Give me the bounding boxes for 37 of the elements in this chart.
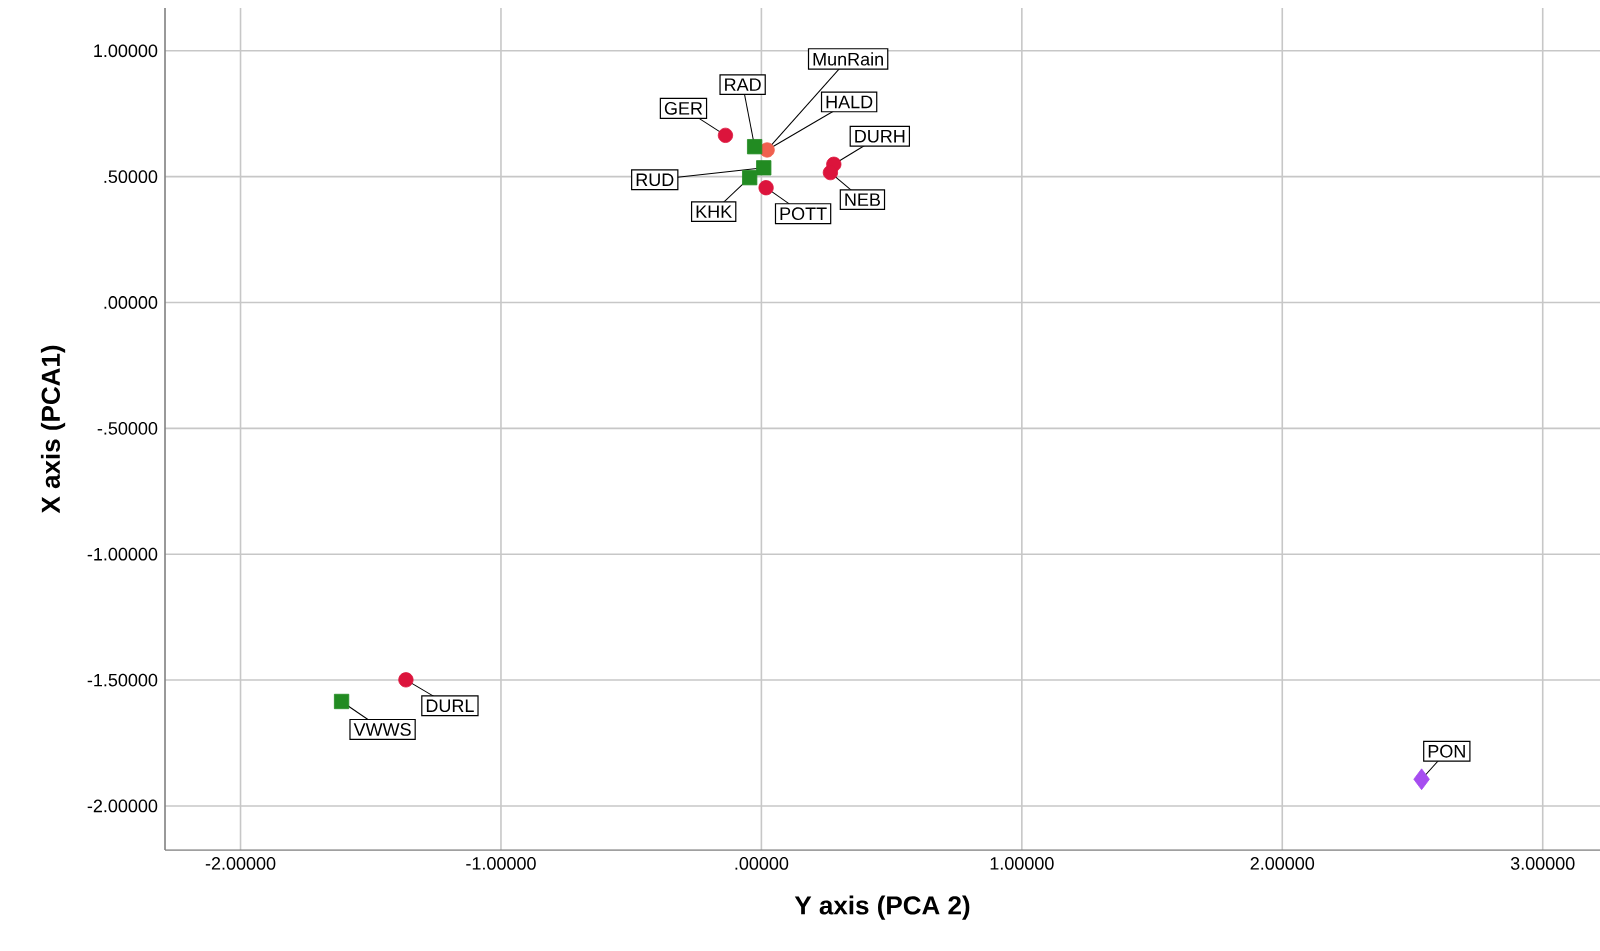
y-tick-label: -1.00000 bbox=[87, 547, 158, 561]
point bbox=[717, 127, 734, 143]
annotation: PON bbox=[1428, 744, 1465, 758]
x-tick-label: 2.00000 bbox=[1250, 857, 1315, 870]
y-tick-label: .50000 bbox=[104, 170, 158, 184]
annotation: DURH bbox=[855, 130, 905, 143]
point bbox=[1413, 768, 1430, 791]
annotation: DURL bbox=[426, 699, 474, 713]
annotation: VWWS bbox=[353, 723, 411, 736]
x-axis-title: Y axis (PCA 2) bbox=[794, 895, 970, 920]
point bbox=[822, 165, 839, 181]
x-tick-label: -1.00000 bbox=[466, 857, 536, 870]
x-tick-label: 3.00000 bbox=[1510, 857, 1575, 870]
y-tick-label: -.50000 bbox=[97, 421, 158, 435]
y-tick-label: -1.50000 bbox=[87, 673, 158, 687]
point bbox=[333, 693, 350, 710]
annotation: RAD bbox=[725, 78, 761, 91]
y-axis-title: X axis (PCA1) bbox=[40, 345, 66, 514]
annotation: KHK bbox=[696, 205, 732, 218]
annotation: MunRain bbox=[813, 52, 883, 66]
point bbox=[756, 160, 772, 176]
point bbox=[398, 672, 414, 688]
point bbox=[742, 170, 758, 186]
point bbox=[747, 139, 763, 155]
y-tick-label: .00000 bbox=[104, 296, 158, 309]
x-tick-label: 1.00000 bbox=[990, 857, 1054, 870]
x-tick-label: .00000 bbox=[735, 857, 789, 870]
annotation: POTT bbox=[780, 207, 827, 221]
y-tick-label: -2.00000 bbox=[87, 799, 158, 813]
annotation: RUD bbox=[636, 173, 674, 187]
annotation: HALD bbox=[826, 95, 873, 109]
point bbox=[759, 142, 775, 158]
annotation: NEB bbox=[845, 193, 880, 206]
y-tick-label: 1.00000 bbox=[94, 44, 158, 58]
point bbox=[758, 180, 774, 196]
x-tick-label: -2.00000 bbox=[205, 857, 276, 870]
annotation: GER bbox=[664, 101, 703, 115]
